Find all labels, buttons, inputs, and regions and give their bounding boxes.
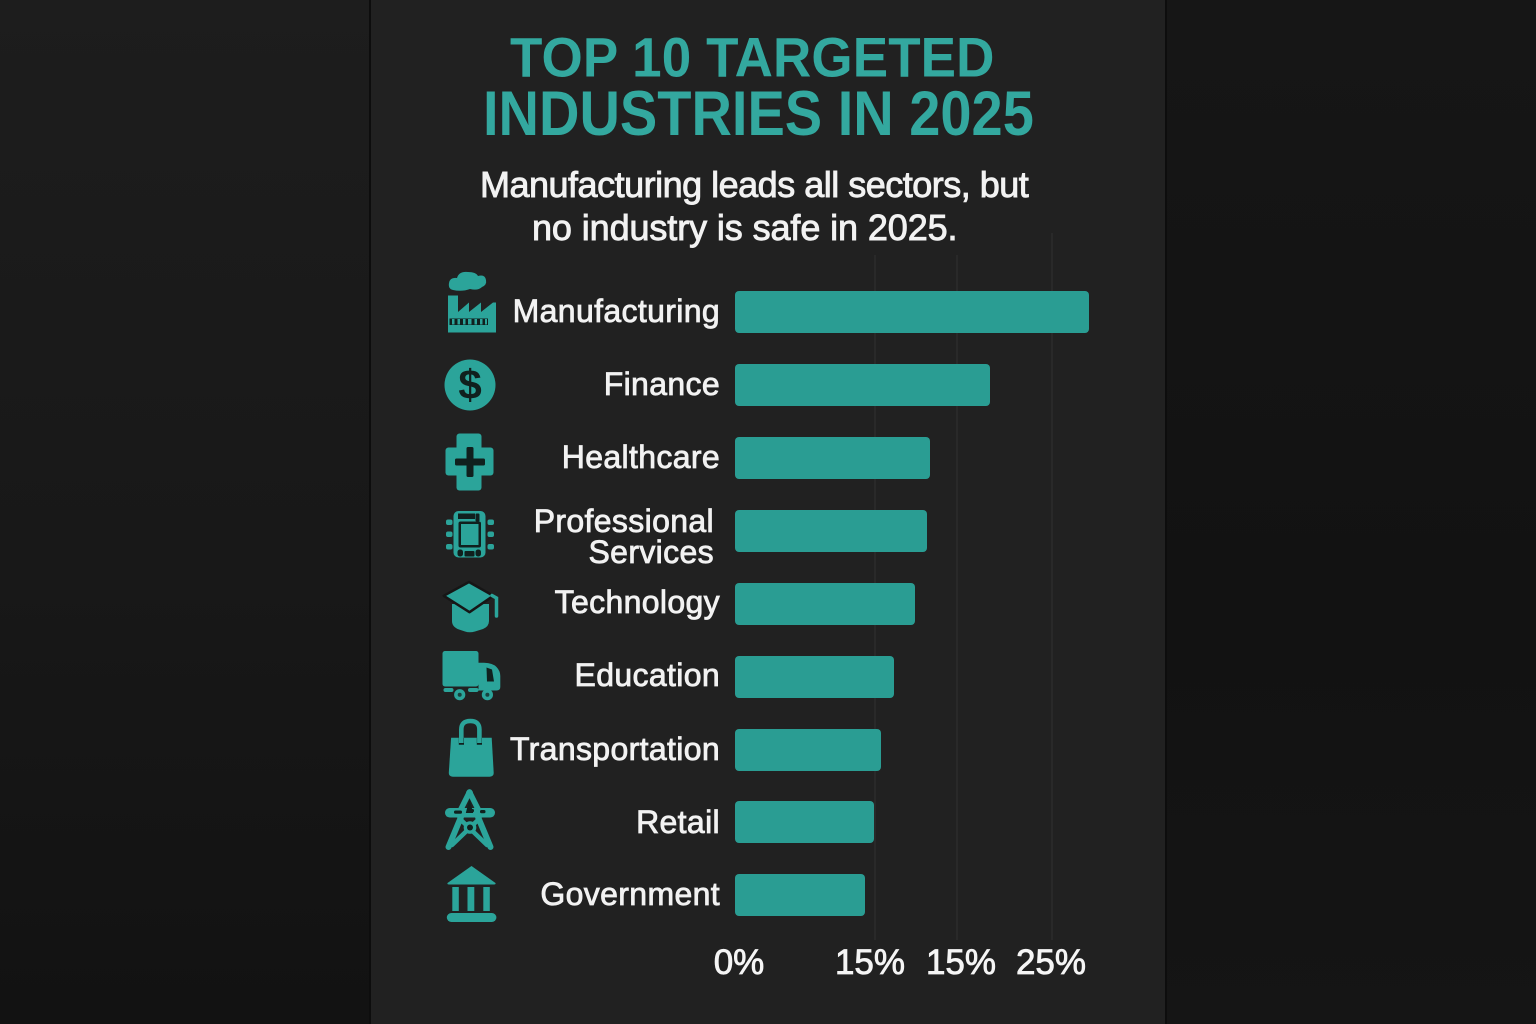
svg-text:$: $ bbox=[458, 361, 481, 408]
